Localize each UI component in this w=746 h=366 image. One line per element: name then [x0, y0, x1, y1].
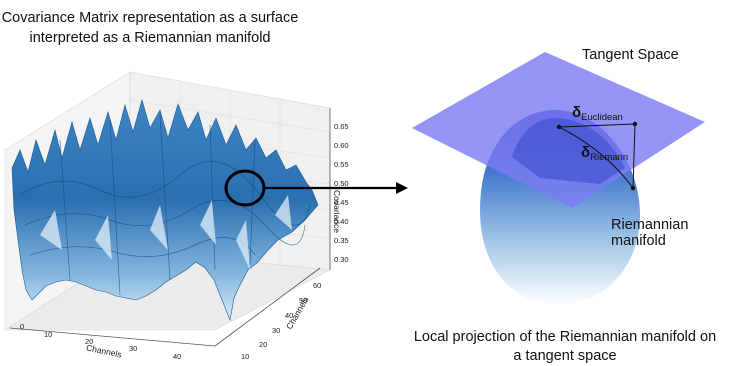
delta-lines — [556, 121, 638, 191]
riemannian-manifold-label: Riemannian manifold — [611, 217, 689, 249]
manifold-point — [630, 185, 636, 191]
delta-euclidean-label: δEuclidean — [572, 104, 623, 123]
z-tick: 0.65 — [334, 122, 349, 131]
delta-riemann-label: δRiemann — [581, 144, 628, 163]
tangent-point — [556, 124, 562, 130]
z-tick: 0.60 — [334, 141, 349, 150]
delta-symbol: δ — [572, 104, 582, 121]
z-tick: 0.30 — [334, 255, 349, 264]
y-tick: 20 — [259, 340, 268, 349]
delta-subscript: Riemann — [590, 152, 629, 163]
delta-subscript: Euclidean — [581, 112, 623, 123]
tangent-plane — [412, 52, 705, 208]
title-line-1: Covariance Matrix representation as a su… — [1, 10, 299, 26]
z-axis-label: Covariance — [332, 190, 342, 233]
y-tick: 50 — [299, 296, 308, 305]
y-tick: 60 — [313, 281, 322, 290]
z-tick: 0.55 — [334, 160, 349, 169]
y-tick: 30 — [272, 326, 281, 335]
y-tick: 40 — [285, 311, 294, 320]
y-tick: 10 — [241, 352, 250, 361]
x-tick: 20 — [85, 337, 94, 346]
z-tick: 0.40 — [334, 217, 349, 226]
delta-symbol: δ — [581, 144, 591, 161]
x-tick: 0 — [20, 322, 25, 331]
tangent-space-label: Tangent Space — [582, 47, 679, 63]
z-tick: 0.45 — [334, 198, 349, 207]
plane-point — [632, 121, 638, 127]
x-tick: 10 — [44, 330, 53, 339]
x-tick: 40 — [173, 352, 182, 361]
caption-line-2: a tangent space — [513, 348, 617, 364]
z-tick: 0.35 — [334, 236, 349, 245]
caption-line-1: Local projection of the Riemannian manif… — [413, 329, 717, 345]
figure-title: Covariance Matrix representation as a su… — [0, 8, 300, 48]
x-tick: 30 — [129, 344, 138, 353]
caption: Local projection of the Riemannian manif… — [400, 328, 730, 366]
z-tick: 0.50 — [334, 179, 349, 188]
projection-arrow — [264, 182, 408, 194]
title-line-2: interpreted as a Riemannian manifold — [29, 30, 271, 46]
covariance-surface — [11, 98, 319, 322]
